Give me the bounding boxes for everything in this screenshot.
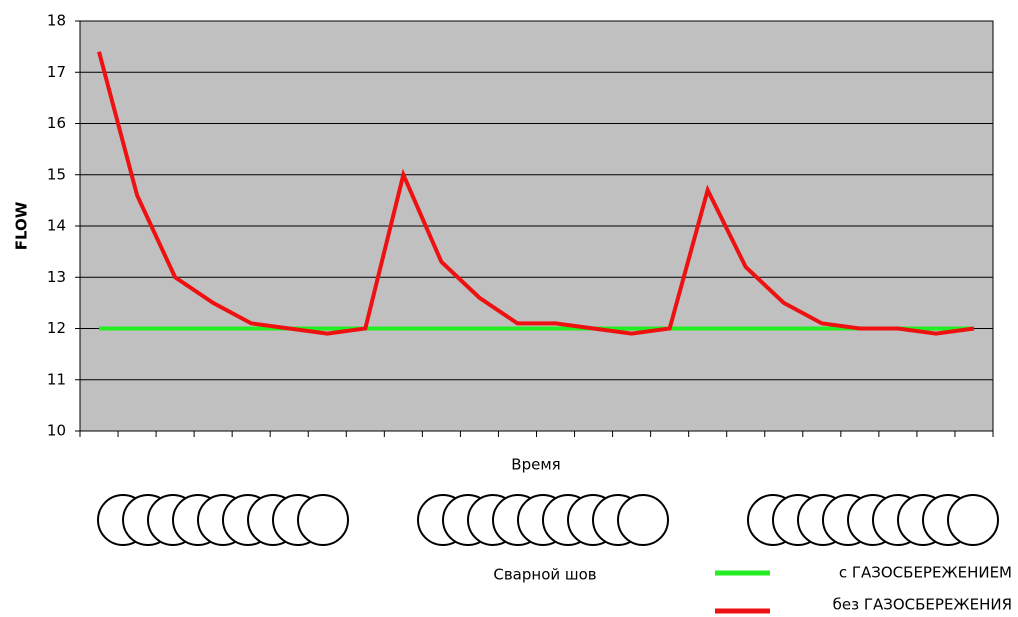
y-tick-label: 12 bbox=[47, 319, 66, 337]
y-tick-label: 11 bbox=[47, 370, 66, 388]
legend-label: с ГАЗОСБЕРЕЖЕНИЕМ bbox=[839, 564, 1012, 582]
data-line bbox=[97, 51, 975, 336]
annotation: Сварной шов bbox=[493, 566, 596, 584]
y-tick-label: 10 bbox=[47, 422, 66, 440]
y-tick-label: 17 bbox=[47, 63, 66, 81]
weld-illustration bbox=[97, 494, 999, 546]
y-tick-label: 15 bbox=[47, 165, 66, 183]
x-axis-title: Время bbox=[511, 456, 560, 474]
weld-bead bbox=[297, 494, 349, 546]
y-axis-title: FLOW bbox=[13, 201, 31, 250]
y-tick-label: 14 bbox=[47, 217, 66, 235]
y-tick-label: 18 bbox=[47, 12, 66, 30]
y-tick-label: 16 bbox=[47, 114, 66, 132]
y-tick-label: 13 bbox=[47, 268, 66, 286]
weld-bead bbox=[947, 494, 999, 546]
weld-bead bbox=[617, 494, 669, 546]
legend-label: без ГАЗОСБЕРЕЖЕНИЯ bbox=[833, 596, 1012, 614]
